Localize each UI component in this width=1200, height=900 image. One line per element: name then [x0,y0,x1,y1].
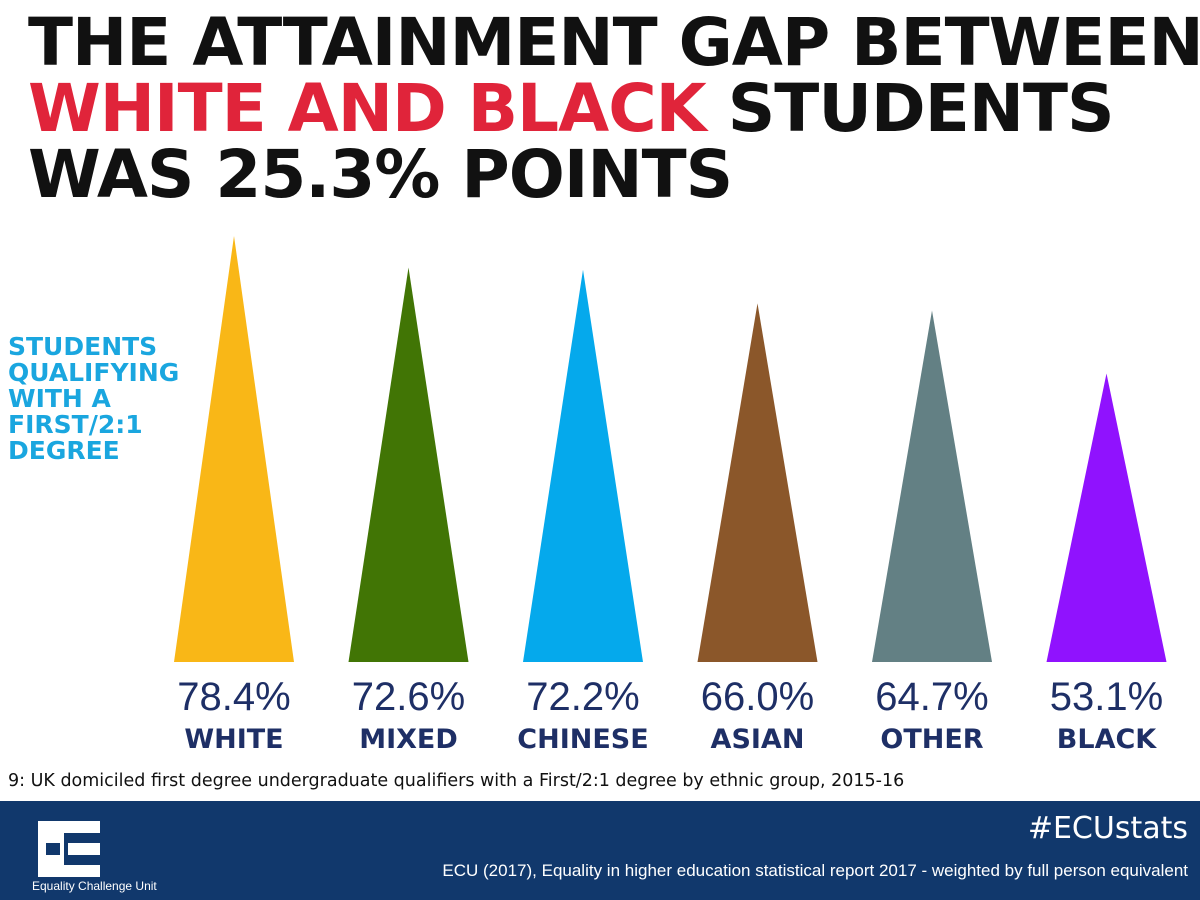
value-label: 66.0% [701,675,814,719]
hashtag: #ECUstats [1027,811,1188,846]
y-caption-line: QUALIFYING [8,358,180,387]
logo-caption: Equality Challenge Unit [32,879,157,893]
headline-line-2: WHITE AND BLACK STUDENTS [28,76,1188,142]
headline: THE ATTAINMENT GAP BETWEEN WHITE AND BLA… [28,4,1200,213]
bar-white [174,236,294,662]
y-caption-line: DEGREE [8,436,120,465]
bar-other [872,310,992,662]
bar-asian [697,303,818,662]
headline-line-2-rest: STUDENTS [705,70,1115,147]
y-axis-caption: STUDENTS QUALIFYING WITH A FIRST/2:1 DEG… [8,334,208,464]
y-caption-line: WITH A [8,384,111,413]
y-caption-line: FIRST/2:1 [8,410,143,439]
category-label: BLACK [1057,724,1157,755]
category-label: OTHER [880,724,983,755]
triangle-bar-chart: 78.4% WHITE 72.6% MIXED 72.2% CHINESE 66.0% ASI… [174,236,1167,755]
headline-highlight: WHITE AND BLACK [28,70,707,147]
source-citation: ECU (2017), Equality in higher education… [442,861,1188,880]
value-label: 64.7% [875,675,988,719]
value-label: 78.4% [177,675,290,719]
footnote: 9: UK domiciled first degree undergradua… [8,771,905,791]
y-caption-line: STUDENTS [8,332,158,361]
value-label: 72.2% [526,675,639,719]
category-label: CHINESE [517,724,648,755]
headline-line-1: THE ATTAINMENT GAP BETWEEN [28,4,1200,81]
category-label: WHITE [184,724,283,755]
category-label: ASIAN [711,724,805,755]
headline-line-3: WAS 25.3% POINTS [28,136,733,213]
category-label: MIXED [359,724,458,755]
bar-black [1046,373,1167,662]
value-label: 53.1% [1050,675,1163,719]
bar-chinese [523,269,643,662]
bar-mixed [348,267,469,662]
value-label: 72.6% [352,675,465,719]
footer-bar: Equality Challenge Unit #ECUstats ECU (2… [0,801,1200,900]
ecu-logo-icon [38,821,100,877]
